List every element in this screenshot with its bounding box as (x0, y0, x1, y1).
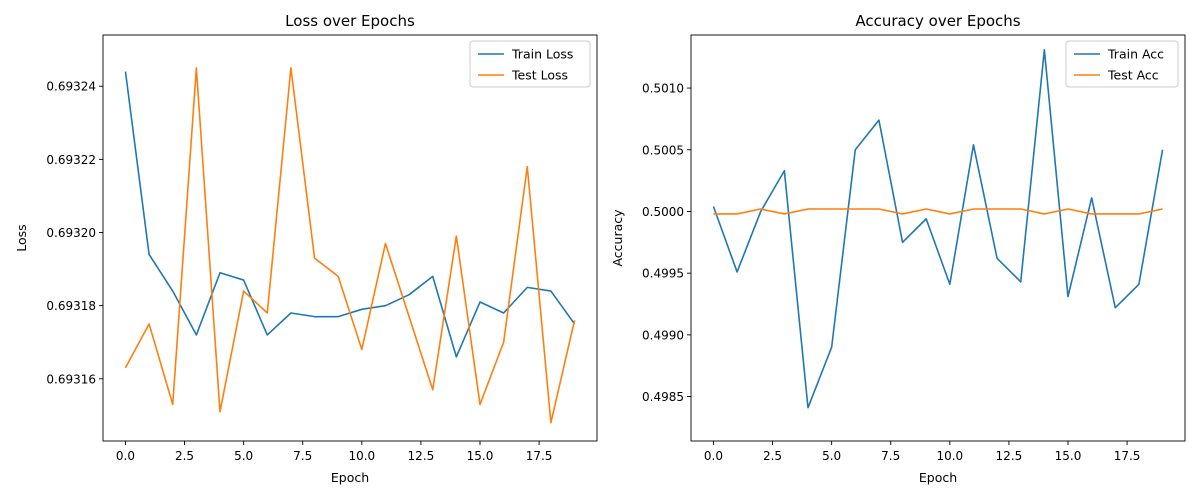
loss-x-tick-label: 12.5 (408, 449, 435, 463)
loss-series-line-test-loss (124, 67, 576, 424)
loss-chart: 0.0 2.5 5.0 7.5 10.0 12.5 15.0 17.5 0.69316 0.693… (14, 12, 598, 485)
accuracy-legend-label-train-acc: Train Acc (1107, 47, 1164, 62)
loss-y-tick-label: 0.69322 (46, 153, 96, 167)
loss-legend: Train Loss Test Loss (469, 40, 591, 88)
accuracy-x-tick-label: 17.5 (1114, 449, 1141, 463)
loss-x-tick-label: 10.0 (348, 449, 375, 463)
loss-x-tick-label: 0.0 (116, 449, 135, 463)
accuracy-x-axis-label: Epoch (919, 470, 957, 485)
accuracy-y-tick-label: 0.5005 (642, 143, 684, 157)
loss-x-axis-label: Epoch (331, 470, 369, 485)
accuracy-chart: 0.0 2.5 5.0 7.5 10.0 12.5 15.0 17.5 0.4985 0.4990… (610, 12, 1186, 485)
loss-legend-label-test-loss: Test Loss (511, 68, 568, 83)
loss-x-tick-label: 5.0 (234, 449, 253, 463)
loss-y-tick-label: 0.69318 (46, 299, 96, 313)
accuracy-y-tick-label: 0.5010 (642, 82, 684, 96)
loss-y-tick-label: 0.69316 (46, 372, 96, 386)
loss-y-tick-label: 0.69320 (46, 226, 96, 240)
accuracy-y-tick-label: 0.5000 (642, 205, 684, 219)
accuracy-x-tick-label: 10.0 (936, 449, 963, 463)
accuracy-series-line-train-acc (712, 49, 1164, 409)
loss-y-tick-label: 0.69324 (46, 80, 96, 94)
accuracy-x-tick-label: 2.5 (763, 449, 782, 463)
accuracy-plot-frame (690, 34, 1186, 442)
accuracy-legend: Train Acc Test Acc (1065, 40, 1179, 88)
accuracy-series-line-test-acc (713, 208, 1163, 215)
accuracy-chart-title: Accuracy over Epochs (855, 12, 1020, 30)
loss-x-tick-label: 2.5 (175, 449, 194, 463)
accuracy-x-tick-label: 0.0 (704, 449, 723, 463)
accuracy-x-tick-label: 5.0 (822, 449, 841, 463)
loss-y-axis-label: Loss (14, 224, 29, 251)
loss-x-tick-label: 17.5 (526, 449, 553, 463)
loss-plot-frame (102, 34, 598, 442)
accuracy-y-tick-label: 0.4985 (642, 390, 684, 404)
loss-chart-title: Loss over Epochs (285, 12, 415, 30)
accuracy-x-tick-label: 15.0 (1055, 449, 1082, 463)
loss-legend-label-train-loss: Train Loss (511, 47, 573, 62)
accuracy-y-tick-label: 0.4990 (642, 328, 684, 342)
accuracy-x-tick-label: 12.5 (996, 449, 1023, 463)
accuracy-y-tick-label: 0.4995 (642, 267, 684, 281)
accuracy-y-axis-label: Accuracy (610, 209, 625, 267)
loss-x-tick-label: 7.5 (293, 449, 312, 463)
loss-x-tick-label: 15.0 (467, 449, 494, 463)
accuracy-legend-label-test-acc: Test Acc (1107, 68, 1159, 83)
accuracy-x-tick-label: 7.5 (881, 449, 900, 463)
